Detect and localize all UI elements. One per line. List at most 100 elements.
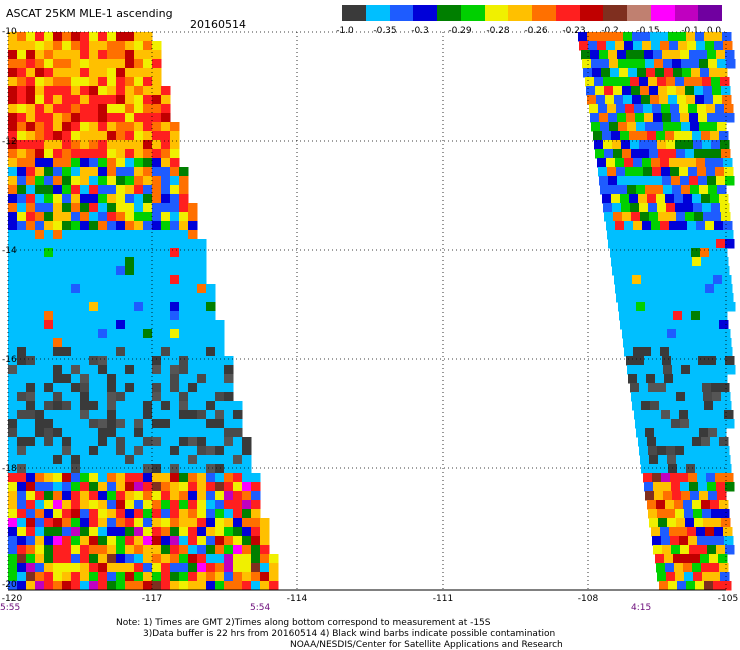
swath-cell — [44, 572, 54, 582]
swath-cell — [179, 428, 189, 438]
swath-cell — [80, 419, 90, 429]
swath-cell — [53, 131, 63, 141]
swath-cell — [116, 491, 126, 501]
swath-cell — [695, 95, 705, 105]
swath-cell — [134, 212, 144, 222]
swath-cell — [251, 500, 261, 510]
swath-cell — [197, 284, 207, 294]
swath-cell — [62, 230, 72, 240]
swath-cell — [179, 230, 189, 240]
swath-cell — [188, 527, 198, 537]
swath-cell — [161, 194, 171, 204]
swath-cell — [179, 311, 189, 321]
swath-cell — [690, 365, 700, 375]
swath-cell — [17, 140, 27, 150]
swath-cell — [188, 428, 198, 438]
swath-cell — [134, 437, 144, 447]
swath-cell — [170, 428, 180, 438]
swath-cell — [107, 68, 117, 78]
swath-cell — [708, 365, 718, 375]
swath-cell — [17, 203, 27, 213]
swath-cell — [80, 176, 90, 186]
swath-cell — [53, 455, 63, 465]
swath-cell — [134, 194, 144, 204]
swath-cell — [215, 383, 225, 393]
swath-cell — [170, 572, 180, 582]
swath-cell — [134, 500, 144, 510]
swath-cell — [44, 284, 54, 294]
swath-cell — [107, 554, 117, 564]
swath-cell — [62, 563, 72, 573]
swath-cell — [98, 419, 108, 429]
swath-cell — [62, 491, 72, 501]
swath-cell — [53, 194, 63, 204]
swath-cell — [8, 230, 18, 240]
swath-cell — [161, 491, 171, 501]
swath-cell — [617, 50, 627, 60]
swath-cell — [161, 554, 171, 564]
swath-cell — [161, 86, 171, 96]
swath-cell — [89, 230, 99, 240]
swath-cell — [107, 50, 117, 60]
swath-cell — [44, 482, 54, 492]
swath-cell — [718, 374, 728, 384]
swath-cell — [125, 572, 135, 582]
swath-cell — [179, 302, 189, 312]
swath-cell — [638, 131, 648, 141]
swath-cell — [80, 113, 90, 123]
swath-cell — [134, 131, 144, 141]
swath-cell — [152, 410, 162, 420]
swath-cell — [161, 122, 171, 132]
swath-cell — [152, 437, 162, 447]
swath-cell — [62, 239, 72, 249]
swath-cell — [98, 464, 108, 474]
swath-cell — [44, 167, 54, 177]
swath-cell — [17, 284, 27, 294]
swath-cell — [71, 437, 81, 447]
swath-cell — [134, 419, 144, 429]
swath-cell — [622, 149, 632, 159]
swath-cell — [645, 365, 655, 375]
swath-cell — [670, 104, 680, 114]
swath-cell — [605, 32, 615, 42]
swath-cell — [693, 572, 703, 582]
swath-cell — [715, 293, 725, 303]
swath-cell — [599, 176, 609, 186]
y-tick-label: -14 — [2, 246, 17, 256]
swath-cell — [639, 446, 649, 456]
swath-cell — [179, 482, 189, 492]
swath-cell — [661, 536, 671, 546]
swath-cell — [648, 140, 658, 150]
swath-cell — [53, 419, 63, 429]
swath-cell — [125, 473, 135, 483]
swath-cell — [80, 230, 90, 240]
swath-cell — [648, 266, 658, 276]
swath-cell — [44, 455, 54, 465]
swath-cell — [17, 500, 27, 510]
swath-cell — [71, 356, 81, 366]
swath-cell — [26, 32, 36, 42]
swath-cell — [224, 401, 234, 411]
swath-cell — [701, 563, 711, 573]
swath-cell — [53, 86, 63, 96]
swath-cell — [80, 194, 90, 204]
swath-cell — [179, 455, 189, 465]
swath-cell — [125, 266, 135, 276]
swath-cell — [17, 59, 27, 69]
swath-cell — [712, 455, 722, 465]
swath-cell — [718, 311, 728, 321]
swath-cell — [53, 248, 63, 258]
swath-cell — [179, 167, 189, 177]
swath-cell — [35, 518, 45, 528]
swath-cell — [260, 545, 270, 555]
swath-cell — [35, 311, 45, 321]
swath-cell — [116, 284, 126, 294]
swath-cell — [684, 140, 694, 150]
swath-cell — [143, 473, 153, 483]
swath-cell — [80, 50, 90, 60]
swath-cell — [188, 266, 198, 276]
swath-cell — [653, 50, 663, 60]
swath-cell — [143, 239, 153, 249]
swath-cell — [660, 347, 670, 357]
swath-cell — [689, 50, 699, 60]
